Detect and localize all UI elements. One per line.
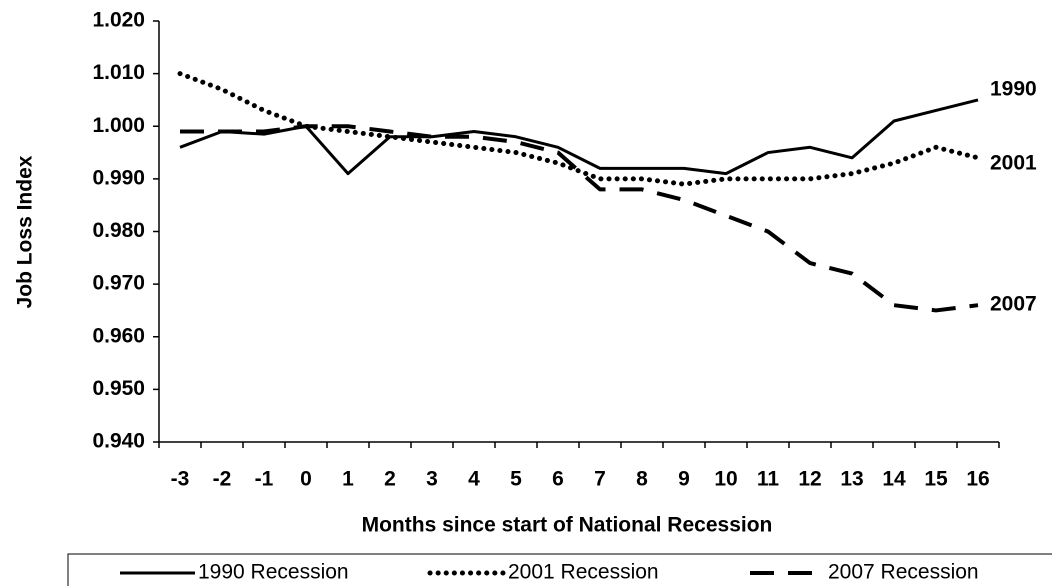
legend-label: 1990 Recession — [198, 561, 349, 584]
line-series — [180, 124, 979, 313]
y-tick-label: 0.980 — [92, 219, 145, 242]
x-axis-title: Months since start of National Recession — [362, 514, 773, 537]
x-tick-label: -1 — [255, 468, 274, 491]
x-tick-label: 5 — [510, 468, 522, 491]
legend-label: 2007 Recession — [828, 561, 979, 584]
x-tick-label: 15 — [924, 468, 948, 491]
x-tick-label: 6 — [552, 468, 564, 491]
x-tick-label: 0 — [300, 468, 312, 491]
x-tick-label: 2 — [384, 468, 396, 491]
x-tick-label: 9 — [678, 468, 690, 491]
x-tick-label: -3 — [171, 468, 190, 491]
y-tick-label: 0.990 — [92, 166, 145, 189]
y-tick-label: 1.000 — [92, 114, 145, 137]
x-tick-label: 13 — [840, 468, 863, 491]
x-tick-label: 16 — [966, 468, 989, 491]
y-tick-label: 1.020 — [92, 9, 145, 32]
y-tick-label: 0.950 — [92, 377, 145, 400]
series-end-label: 1990 — [990, 77, 1037, 100]
x-tick-label: 1 — [342, 468, 354, 491]
legend-box — [67, 553, 1052, 586]
x-tick-label: 14 — [882, 468, 906, 491]
series-end-label: 2007 — [990, 293, 1037, 316]
legend-label: 2001 Recession — [508, 561, 659, 584]
x-tick-label: 12 — [798, 468, 821, 491]
y-axis-title: Job Loss Index — [14, 155, 37, 308]
y-tick-label: 1.010 — [92, 61, 145, 84]
x-tick-label: 11 — [757, 468, 780, 491]
line-series — [179, 98, 979, 176]
x-tick-label: 3 — [426, 468, 438, 491]
x-tick-label: 7 — [594, 468, 606, 491]
y-tick-label: 0.940 — [92, 430, 145, 453]
series-end-label: 2001 — [990, 151, 1037, 174]
y-tick-label: 0.960 — [92, 324, 145, 347]
x-tick-label: 4 — [468, 468, 480, 491]
x-tick-label: 8 — [636, 468, 648, 491]
x-tick-label: -2 — [213, 468, 232, 491]
x-tick-label: 10 — [714, 468, 737, 491]
y-tick-label: 0.970 — [92, 272, 145, 295]
